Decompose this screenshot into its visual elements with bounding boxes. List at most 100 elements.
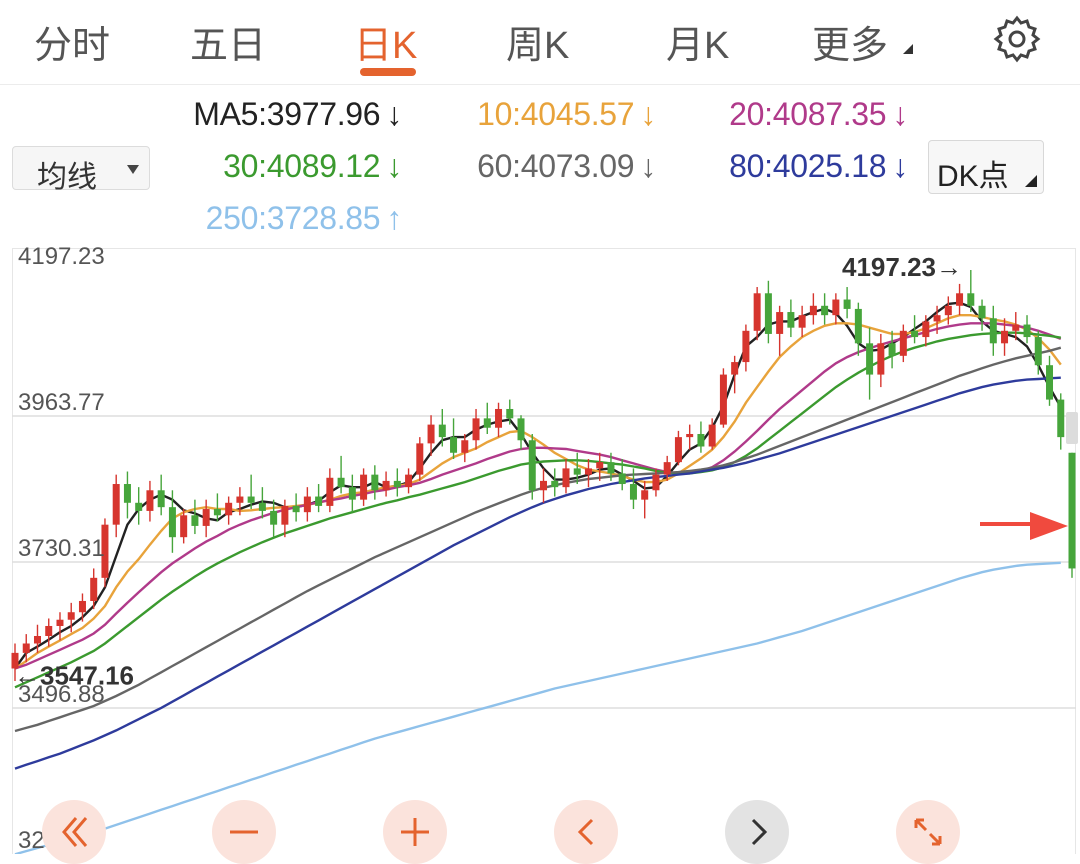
candle-body: [708, 424, 716, 447]
candle-body: [112, 484, 120, 525]
fullscreen-button[interactable]: [896, 800, 960, 864]
candle-body: [67, 612, 75, 620]
candle-body: [11, 652, 19, 669]
tab-monthly-k[interactable]: 月K: [666, 25, 730, 67]
ma-value-text: 30:4089.12: [223, 148, 381, 184]
candle-body: [258, 502, 266, 511]
ma-value-4: 60:4073.09 ↓: [477, 148, 656, 185]
period-tabs: 分时 五日 日K 周K 月K 更多: [0, 0, 1080, 84]
ma-value-2: 20:4087.35 ↓: [729, 96, 908, 133]
candle-body: [652, 474, 660, 491]
candle-body: [495, 408, 503, 428]
candle-body: [967, 293, 975, 306]
candle-body: [528, 440, 536, 491]
arrow-down-icon: ↓: [892, 96, 908, 132]
candle-body: [1068, 452, 1076, 569]
candle-body: [146, 490, 154, 511]
minus-icon: [230, 830, 258, 834]
candle-body: [686, 433, 694, 438]
tab-intraday[interactable]: 分时: [34, 25, 111, 67]
more-dropdown-icon: [903, 44, 913, 54]
corner-triangle-icon: [1025, 175, 1037, 187]
rewind-button[interactable]: [42, 800, 106, 864]
candle-body: [303, 496, 311, 513]
ma-value-6: 250:3728.85 ↑: [206, 200, 403, 237]
chevron-left-icon: [577, 818, 594, 846]
candle-body: [877, 343, 885, 375]
tab-more[interactable]: 更多: [812, 25, 889, 67]
ma-value-1: 10:4045.57 ↓: [477, 96, 656, 133]
ma-value-3: 30:4089.12 ↓: [223, 148, 402, 185]
ma-line-60: [14, 346, 1062, 733]
next-button[interactable]: [725, 800, 789, 864]
candle-body: [899, 330, 907, 356]
ma-value-text: MA5:3977.96: [193, 96, 381, 132]
candle-body: [540, 480, 547, 491]
candle-body: [1046, 365, 1054, 400]
candle-body: [360, 474, 368, 500]
plus-icon: [401, 818, 429, 846]
candle-body: [866, 343, 874, 375]
tab-weekly-k[interactable]: 周K: [506, 25, 570, 67]
candle-body: [854, 308, 862, 344]
chevron-right-icon: [751, 818, 768, 846]
candle-body: [472, 418, 480, 441]
candle-body: [202, 509, 210, 526]
candle-body: [371, 474, 379, 491]
candle-body: [348, 487, 356, 500]
candle-body: [551, 480, 559, 488]
chevron-down-icon: [127, 165, 139, 174]
candle-body: [674, 437, 682, 463]
candle-body: [888, 343, 896, 356]
zoom-out-button[interactable]: [212, 800, 276, 864]
candle-body: [483, 418, 491, 428]
candle-body: [809, 305, 817, 316]
y-tick-label: 3730.31: [18, 535, 105, 562]
candle-body: [337, 477, 345, 488]
candle-body: [90, 577, 98, 601]
active-tab-underline: [360, 68, 416, 76]
candle-body: [764, 293, 772, 334]
ma-line-20: [14, 322, 1062, 670]
candle-body: [989, 318, 997, 344]
dk-point-label: DK点: [937, 160, 1009, 193]
ma-value-text: 60:4073.09: [477, 148, 635, 184]
candle-body: [742, 330, 750, 363]
candle-body: [22, 643, 30, 653]
candle-body: [225, 502, 233, 516]
ma-value-text: 10:4045.57: [477, 96, 635, 132]
candle-body: [641, 490, 649, 500]
dk-point-button[interactable]: DK点: [928, 140, 1044, 194]
arrow-down-icon: ↓: [640, 148, 656, 184]
ma-line-MA5: [14, 301, 1062, 670]
candle-body: [798, 315, 806, 328]
annotation-low: ←3547.16: [14, 661, 134, 691]
arrow-down-icon: ↓: [386, 148, 402, 184]
zoom-in-button[interactable]: [383, 800, 447, 864]
candle-body: [731, 362, 739, 375]
tab-five-day[interactable]: 五日: [190, 25, 267, 67]
candle-body: [978, 305, 986, 319]
candle-body: [663, 462, 671, 475]
arrow-up-icon: ↑: [386, 200, 402, 236]
ma-selector[interactable]: 均线: [12, 146, 150, 194]
candle-body: [1012, 324, 1020, 331]
prev-button[interactable]: [554, 800, 618, 864]
candle-body: [270, 510, 278, 525]
scroll-indicator: [1066, 412, 1078, 444]
candle-body: [911, 330, 919, 338]
candle-body: [461, 440, 469, 453]
candle-body: [922, 321, 930, 338]
candle-body: [213, 509, 221, 516]
tab-divider: [0, 84, 1080, 85]
tab-daily-k[interactable]: 日K: [354, 25, 418, 67]
candle-body: [719, 374, 727, 425]
ma-value-text: 80:4025.18: [729, 148, 887, 184]
candle-body: [753, 293, 761, 331]
gear-icon[interactable]: [990, 12, 1044, 66]
candle-body: [821, 305, 829, 316]
arrow-down-icon: ↓: [892, 148, 908, 184]
ma-value-5: 80:4025.18 ↓: [729, 148, 908, 185]
candle-body: [607, 462, 615, 474]
